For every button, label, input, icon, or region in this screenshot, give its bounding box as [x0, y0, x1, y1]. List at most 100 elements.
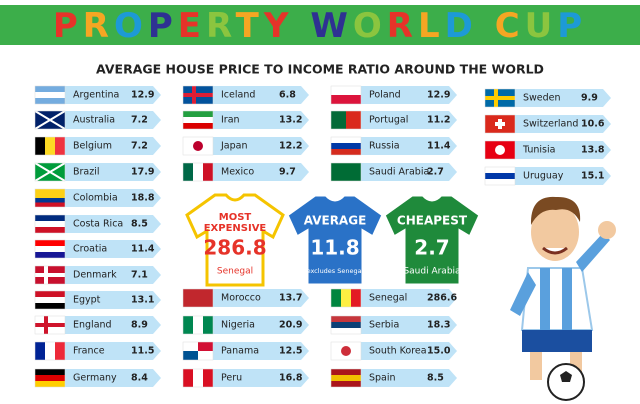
flag-stripe [35, 297, 65, 303]
country-value: 15.0 [427, 346, 451, 357]
country-name: Costa Rica [73, 219, 123, 230]
flag-cross [34, 162, 66, 182]
flag-stripe [331, 381, 361, 387]
country-name: Egypt [73, 295, 101, 306]
flag [182, 85, 214, 105]
row-arrow [209, 289, 309, 307]
country-name: Uruguay [523, 171, 564, 182]
flag-stripe [183, 301, 213, 307]
flag [330, 110, 362, 130]
flag-border [484, 166, 516, 186]
country-value: 7.2 [131, 141, 148, 152]
flag-stripe [331, 163, 361, 169]
flag-stripe [331, 328, 361, 334]
flag-stripe [35, 98, 65, 104]
flag-stripe [331, 137, 361, 143]
flag-stripe [331, 169, 361, 175]
flag-stripe [203, 163, 213, 181]
flag-stripe [35, 246, 65, 252]
flag-quarter [198, 342, 213, 351]
jersey-note: (excludes Senegal) [304, 267, 366, 275]
flag-stripe [183, 289, 213, 295]
flag-stripe [331, 149, 361, 155]
row-arrow [209, 163, 309, 181]
flag-stripe [183, 163, 193, 181]
flag-cross [485, 96, 515, 100]
flag-border [34, 290, 66, 310]
country-name: Senegal [369, 293, 407, 304]
flag [34, 315, 66, 335]
flag-stripe [193, 163, 203, 181]
country-name: Denmark [73, 270, 117, 281]
jersey-label: AVERAGE [304, 214, 367, 228]
row-arrow [209, 316, 309, 334]
country-name: Switzerland [523, 119, 578, 130]
country-name: Panama [221, 346, 259, 357]
flag-stripe [35, 303, 65, 309]
flag [330, 288, 362, 308]
country-name: Spain [369, 373, 396, 384]
flag-stripe [35, 375, 65, 381]
player-illustration [510, 196, 616, 401]
row-arrow [209, 342, 309, 360]
flag-border [330, 162, 362, 182]
row-arrow [357, 86, 457, 104]
jersey-value: 11.8 [310, 236, 359, 260]
flag-border [34, 341, 66, 361]
flag-border [182, 136, 214, 156]
flag-stripe [35, 252, 65, 258]
flag-stripe [203, 369, 213, 387]
flag-stripe [35, 202, 65, 207]
flag [484, 140, 516, 160]
flag-border [182, 368, 214, 388]
flag-stripe [193, 369, 203, 387]
row-arrow [511, 167, 611, 185]
flag-stripe [35, 369, 65, 375]
flag-stripe [35, 193, 65, 198]
jersey-label: CHEAPEST [397, 214, 468, 228]
flag-stripe [55, 137, 65, 155]
country-name: Russia [369, 141, 400, 152]
country-value: 9.7 [279, 167, 296, 178]
country-name: South Korea [369, 346, 427, 357]
flag [34, 239, 66, 259]
jersey-note: Senegal [217, 267, 253, 277]
row-arrow [357, 316, 457, 334]
flag-border [330, 368, 362, 388]
flag-border [34, 368, 66, 388]
row-arrow [61, 342, 161, 360]
flag [182, 341, 214, 361]
flag [330, 315, 362, 335]
flag-stripe [183, 295, 213, 301]
flag [484, 88, 516, 108]
flag-border [484, 88, 516, 108]
flag-stripe [193, 316, 203, 334]
row-arrow [357, 369, 457, 387]
jersey-value: 2.7 [414, 236, 449, 260]
row-arrow [61, 189, 161, 207]
jersey [185, 193, 285, 287]
flag [34, 265, 66, 285]
flag [34, 162, 66, 182]
flag [34, 341, 66, 361]
country-value: 12.2 [279, 141, 302, 152]
country-name: Serbia [369, 320, 399, 331]
flag-border [34, 110, 66, 130]
row-arrow [61, 111, 161, 129]
country-value: 286.6 [427, 293, 457, 304]
flag-border [34, 239, 66, 259]
country-value: 9.9 [581, 93, 598, 104]
flag [34, 85, 66, 105]
country-name: Tunisia [522, 145, 555, 156]
flag [182, 288, 214, 308]
flag-border [34, 265, 66, 285]
flag [330, 136, 362, 156]
row-arrow [209, 86, 309, 104]
country-name: France [73, 346, 105, 357]
flag-border [182, 85, 214, 105]
country-value: 11.5 [131, 346, 154, 357]
row-arrow [61, 137, 161, 155]
country-value: 6.8 [279, 90, 296, 101]
country-name: Brazil [73, 167, 100, 178]
